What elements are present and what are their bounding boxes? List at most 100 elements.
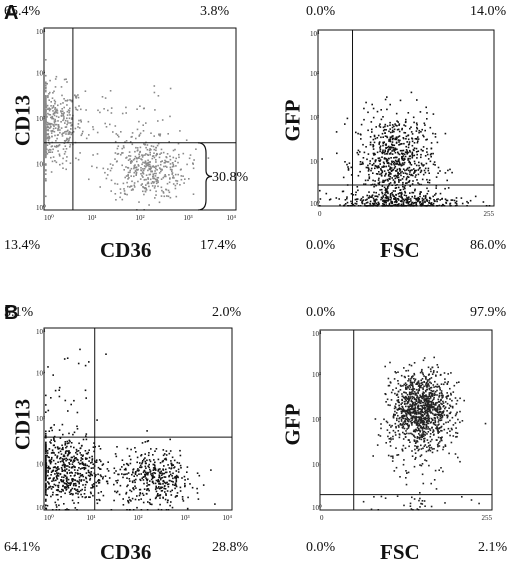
data-point [408,396,410,398]
data-point [406,409,409,412]
data-point [407,197,409,200]
data-point [147,177,149,179]
data-point [149,148,151,150]
data-point [401,200,403,203]
data-point [438,427,440,430]
data-point [74,482,77,485]
data-point [119,484,122,487]
data-point [79,475,82,477]
data-point [118,473,120,476]
data-point [377,157,380,160]
data-point [63,474,66,476]
data-point [395,412,398,414]
data-point [425,378,427,380]
data-point [446,416,449,419]
data-point [412,434,415,437]
data-point [417,196,419,199]
data-point [157,164,159,167]
data-point [429,378,431,380]
data-point [393,182,396,184]
data-point [142,479,145,481]
data-point [74,466,76,468]
data-point [98,479,101,481]
data-point [411,404,414,407]
data-point [435,185,438,187]
data-point [171,170,173,173]
data-point [93,442,95,444]
data-point [470,499,473,501]
data-point [57,448,59,450]
data-point [110,112,113,114]
data-point [422,395,424,398]
data-point [447,427,450,430]
data-point [405,177,408,179]
data-point [379,435,382,437]
data-point [61,458,64,460]
data-point [430,370,432,373]
data-point [434,414,437,416]
data-point [148,167,150,170]
data-point [400,195,402,197]
data-point [45,430,47,433]
data-point [406,472,408,474]
y-tick-label: 10⁰ [36,204,46,212]
data-point [142,476,145,478]
data-point [64,451,67,453]
data-point [417,449,420,452]
data-point [68,133,71,135]
data-point [350,166,353,169]
data-point [362,157,365,159]
data-point [143,482,145,485]
data-point [430,421,432,423]
data-point [436,407,439,409]
data-point [392,135,394,137]
data-point [430,406,433,408]
data-point [45,163,47,166]
data-point [126,485,128,488]
data-point [107,109,109,112]
data-point [45,469,47,471]
data-point [413,147,416,149]
data-point [428,402,430,404]
data-point [89,496,91,498]
data-point [431,399,434,402]
data-point [129,158,131,160]
data-point [57,461,59,463]
data-point [417,398,420,401]
data-point [398,178,400,181]
data-point [167,133,169,135]
data-point [434,402,437,404]
data-point [411,404,413,406]
data-point [116,160,118,162]
data-point [406,196,408,199]
data-point [96,502,99,505]
data-point [45,464,47,467]
data-point [389,175,392,178]
data-point [46,115,48,118]
data-point [459,460,461,463]
data-point [414,442,417,444]
data-point [423,421,426,423]
data-point [81,461,84,464]
data-point [440,373,442,376]
data-point [402,149,405,152]
data-point [399,408,402,410]
data-point [441,430,443,432]
data-point [85,496,87,498]
data-point [454,414,457,417]
data-point [54,108,56,111]
data-point [100,491,102,493]
data-point [414,436,416,439]
data-point [389,196,392,198]
data-point [404,187,406,190]
data-point [165,156,168,159]
data-point [154,109,156,111]
data-point [188,157,191,160]
data-point [412,412,414,414]
data-point [45,117,47,119]
data-point [73,446,75,449]
data-point [402,188,405,191]
data-point [166,490,169,492]
data-point [399,384,402,387]
data-point [82,454,84,456]
